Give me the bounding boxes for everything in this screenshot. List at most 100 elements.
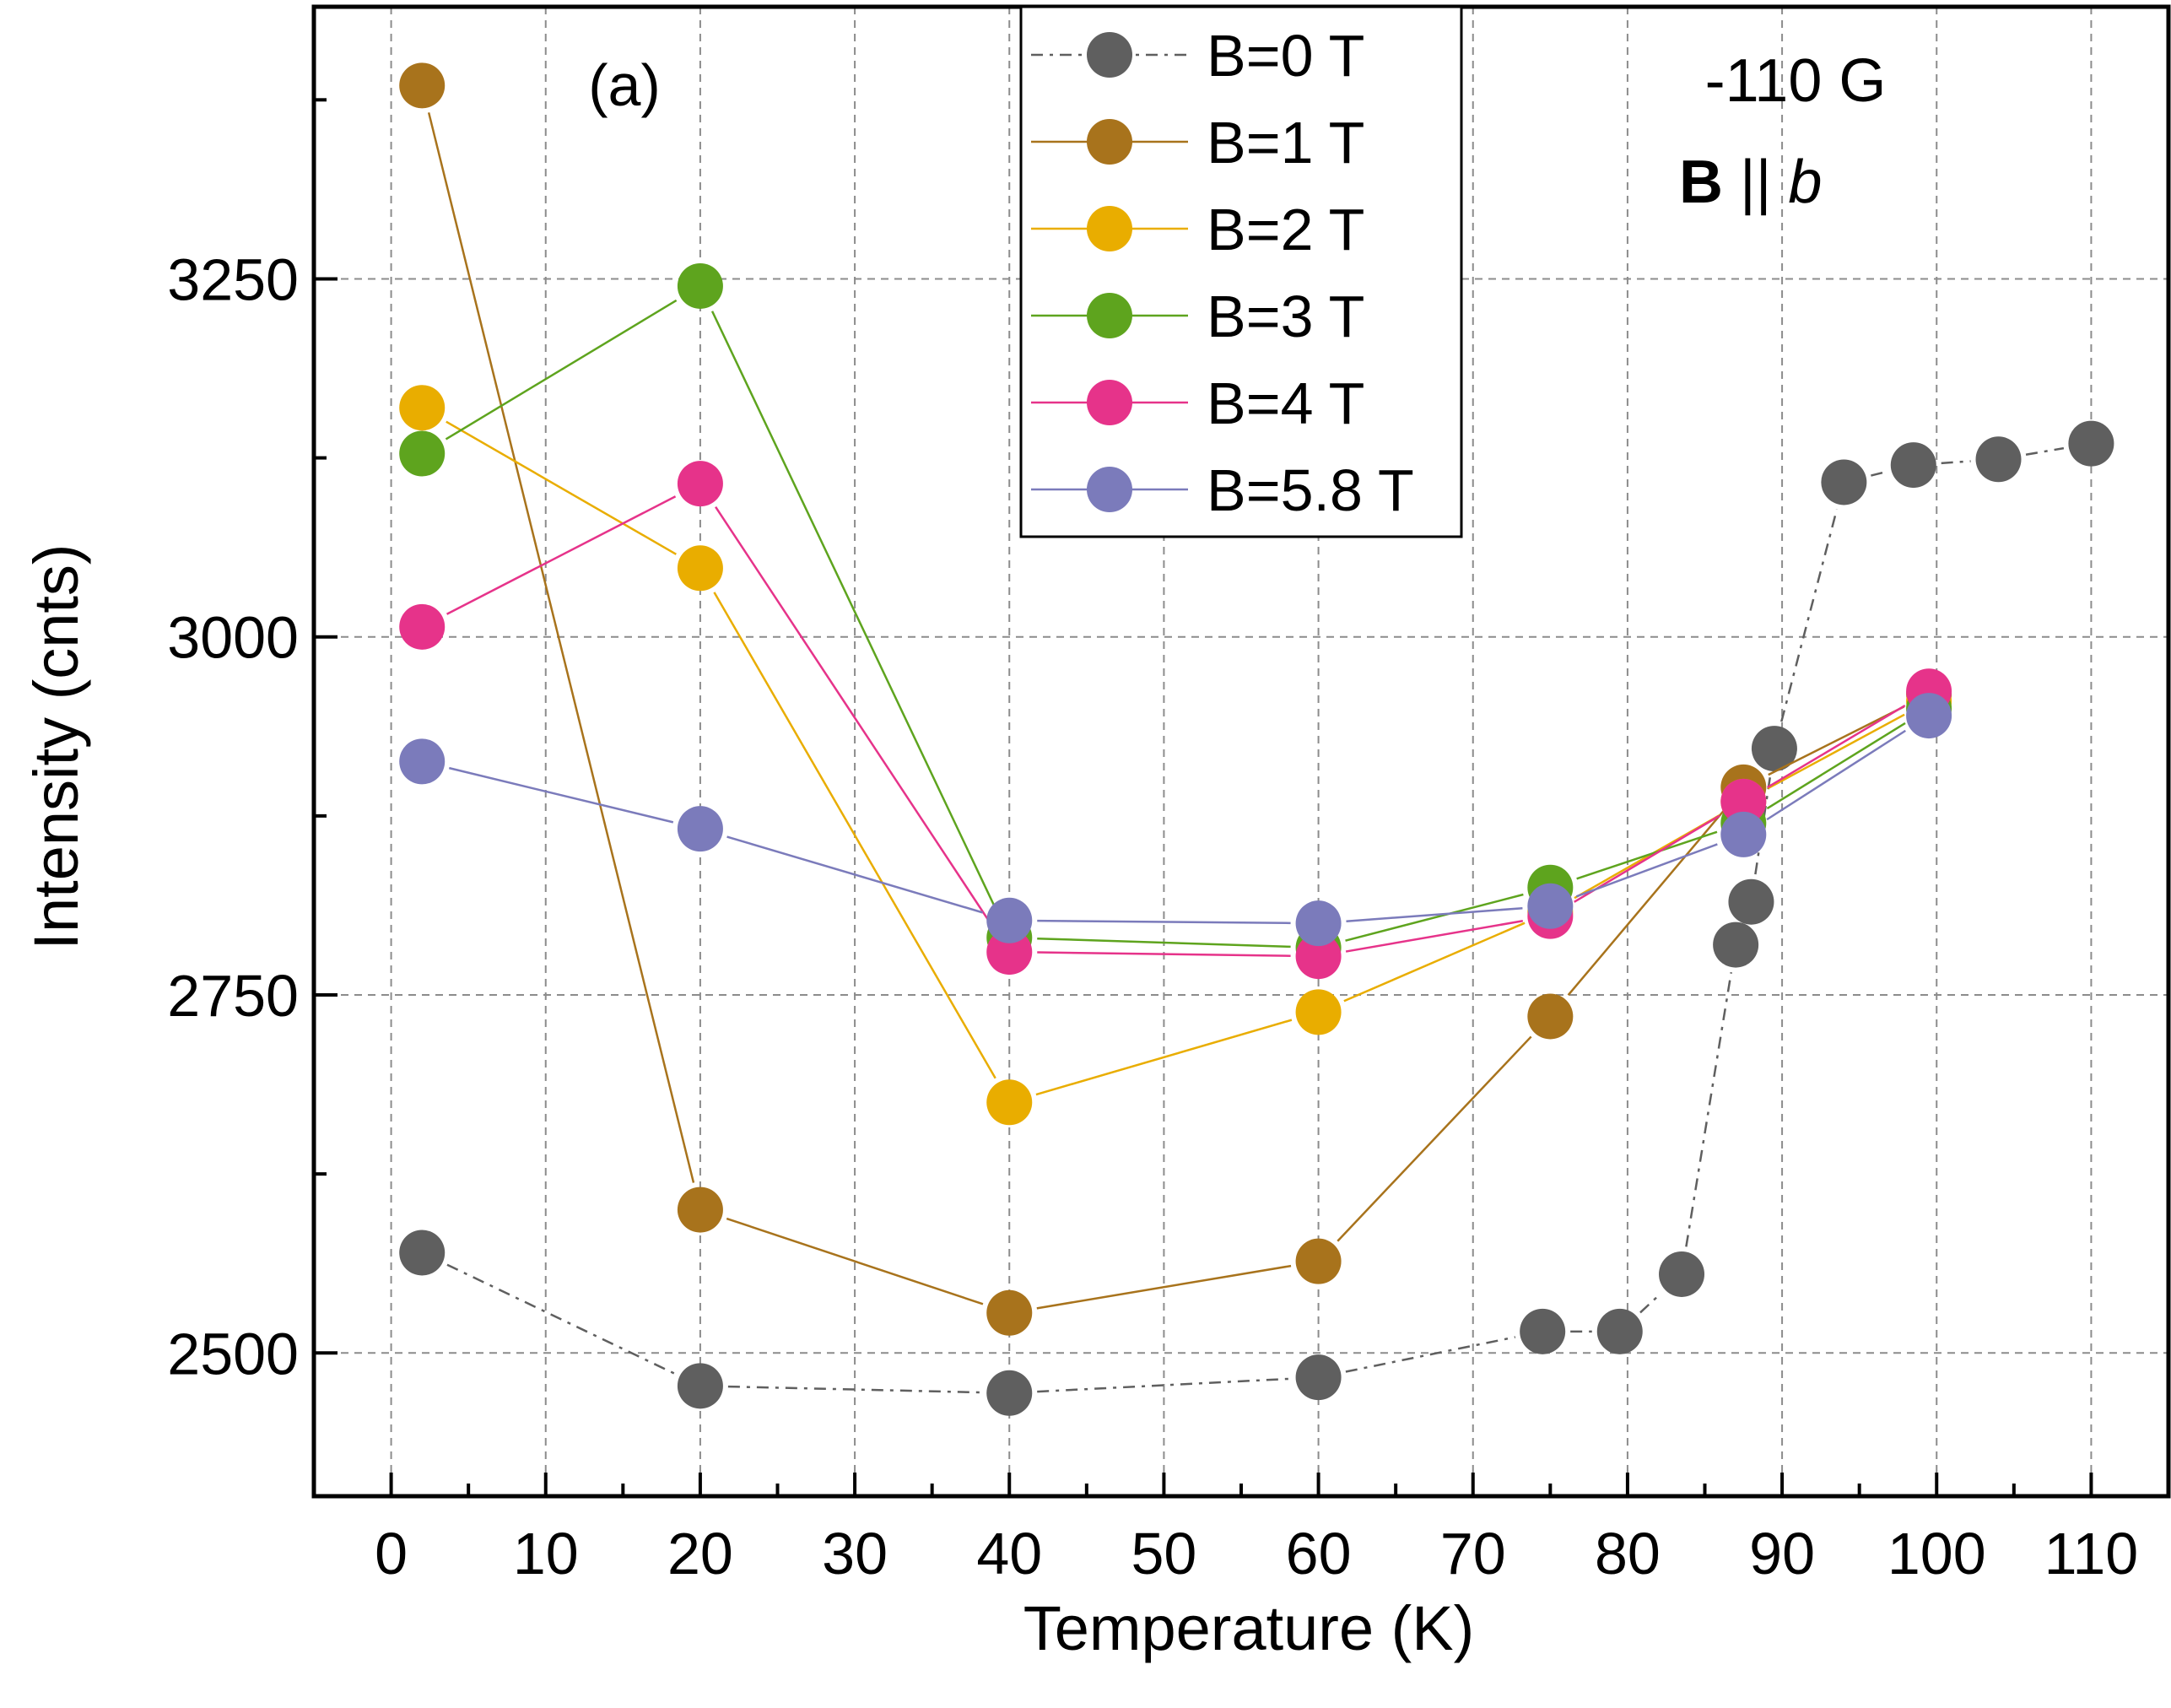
data-point xyxy=(677,806,723,852)
series-0 xyxy=(399,420,2114,1416)
data-point xyxy=(1295,989,1342,1035)
series-line-segment xyxy=(726,835,983,914)
data-point xyxy=(986,1079,1033,1126)
legend-marker xyxy=(1087,32,1132,78)
legend-label: B=5.8 T xyxy=(1207,457,1414,523)
data-point xyxy=(1890,442,1936,489)
series-line-segment xyxy=(1037,919,1291,925)
series-line-segment xyxy=(1639,1292,1662,1314)
data-point xyxy=(986,1289,1033,1336)
series-line-segment xyxy=(446,1263,676,1376)
series-4 xyxy=(399,461,1952,980)
legend: B=0 T B=1 T B=2 T B=3 T B=4 T B=5.8 T xyxy=(1019,5,1463,538)
series-line-segment xyxy=(1575,843,1718,898)
x-tick-label: 80 xyxy=(1595,1521,1661,1586)
legend-marker xyxy=(1087,467,1132,512)
data-point xyxy=(399,738,446,785)
data-point xyxy=(986,897,1033,943)
y-tick-label: 3250 xyxy=(167,246,299,312)
x-tick-label: 30 xyxy=(822,1521,888,1586)
series-line-segment xyxy=(446,420,677,555)
data-point xyxy=(1821,459,1867,505)
y-tick-label: 2750 xyxy=(167,963,299,1029)
series-line-segment xyxy=(1766,729,1906,821)
x-tick-label: 50 xyxy=(1131,1521,1196,1586)
series-line-segment xyxy=(1767,713,1905,790)
series-line-segment xyxy=(448,766,674,824)
series-line-segment xyxy=(1037,937,1291,949)
y-axis-label: Intensity (cnts) xyxy=(21,543,91,949)
annotation-field-direction: B || b xyxy=(1679,149,1822,216)
series-line-segment xyxy=(1037,951,1291,957)
data-point xyxy=(1720,811,1767,857)
annotation-field-strength: -110 G xyxy=(1705,47,1887,115)
data-point xyxy=(1295,933,1342,980)
data-point xyxy=(1720,778,1767,824)
series-line-segment xyxy=(1337,1035,1532,1242)
axis-ticks: 0 10 20 30 40 50 60 70 80 90 100 110 2500 2750 3000 325… xyxy=(167,98,2139,1586)
data-point xyxy=(2068,420,2114,467)
data-point xyxy=(399,430,446,477)
series-line-segment xyxy=(1576,830,1718,880)
series-line-segment xyxy=(1346,906,1523,922)
data-point xyxy=(399,385,446,431)
legend-label: B=1 T xyxy=(1207,110,1364,176)
data-point xyxy=(1728,878,1774,925)
legend-label: B=2 T xyxy=(1207,197,1364,262)
series-line-segment xyxy=(726,1217,984,1305)
x-tick-label: 10 xyxy=(513,1521,579,1586)
series-line-segment xyxy=(1036,1264,1292,1310)
x-tick-label: 110 xyxy=(2044,1521,2139,1586)
series-line-segment xyxy=(1780,509,1839,722)
data-point xyxy=(677,1363,723,1409)
data-point xyxy=(986,1370,1033,1416)
data-point xyxy=(399,1230,446,1276)
series-line-segment xyxy=(1768,705,1905,776)
panel-label: (a) xyxy=(588,52,661,118)
data-point xyxy=(1975,436,2022,483)
x-tick-label: 20 xyxy=(667,1521,733,1586)
y-tick-label: 2500 xyxy=(167,1321,299,1386)
y-tick-label: 3000 xyxy=(167,605,299,671)
data-point xyxy=(399,603,446,650)
series-line-segment xyxy=(1037,1377,1291,1393)
series-line-segment xyxy=(1343,922,1526,1003)
legend-label: B=4 T xyxy=(1207,370,1364,436)
data-point xyxy=(677,461,723,507)
x-tick-label: 90 xyxy=(1749,1521,1815,1586)
series-line-segment xyxy=(1685,971,1733,1247)
series-line-segment xyxy=(715,505,996,930)
data-point xyxy=(1596,1308,1643,1354)
data-point xyxy=(1295,900,1342,947)
series-line-segment xyxy=(1767,705,1906,789)
legend-label: B=0 T xyxy=(1207,23,1364,89)
series-line-segment xyxy=(1766,722,1906,810)
data-point xyxy=(1527,883,1574,929)
series-line-segment xyxy=(1941,460,1971,465)
data-point xyxy=(1295,1354,1342,1401)
series-line-segment xyxy=(727,1385,982,1394)
data-point xyxy=(1659,1251,1705,1297)
data-point xyxy=(1295,1238,1342,1284)
legend-marker xyxy=(1087,206,1132,251)
series-line-segment xyxy=(713,592,996,1079)
data-point xyxy=(1520,1308,1566,1354)
series-line-segment xyxy=(446,495,677,615)
series-line-segment xyxy=(2025,446,2065,456)
legend-label: B=3 T xyxy=(1207,284,1364,349)
data-point xyxy=(1751,726,1797,772)
data-point xyxy=(986,929,1033,976)
data-point xyxy=(1906,693,1952,739)
annotation-separator: || xyxy=(1723,149,1788,216)
annotation-italic-b: b xyxy=(1788,149,1822,216)
legend-marker xyxy=(1087,293,1132,338)
data-point xyxy=(1527,993,1574,1040)
series-line-segment xyxy=(1567,808,1726,997)
data-point xyxy=(399,62,446,109)
x-tick-label: 60 xyxy=(1286,1521,1352,1586)
data-point xyxy=(1713,922,1759,968)
x-axis-label: Temperature (K) xyxy=(1023,1593,1475,1663)
series-layer xyxy=(399,62,2114,1416)
x-tick-label: 70 xyxy=(1440,1521,1506,1586)
series-5 xyxy=(399,693,1952,947)
